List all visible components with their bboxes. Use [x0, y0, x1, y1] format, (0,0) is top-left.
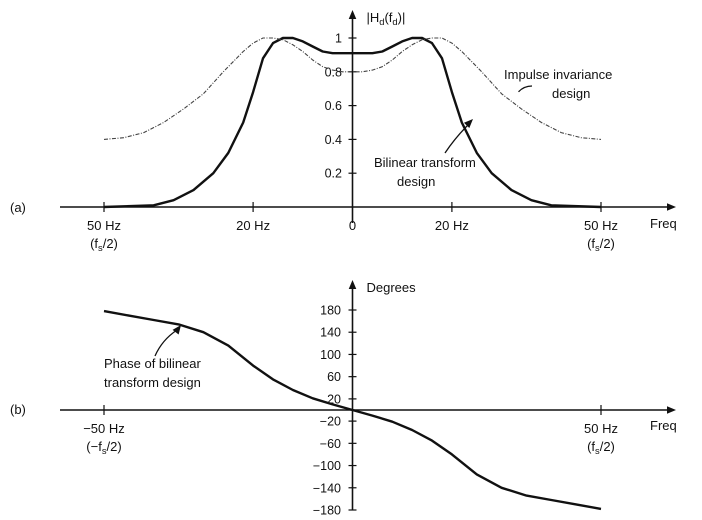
annotation-label: transform design	[104, 375, 201, 390]
y-tick-label: 0.8	[325, 65, 342, 79]
x-tick-sublabel: (fs​/2)	[587, 236, 615, 253]
y-tick-label: 0.2	[325, 167, 342, 181]
y-tick-label: 0.6	[325, 99, 342, 113]
y-axis-arrow-icon	[348, 280, 357, 289]
y-tick-label: −180	[313, 504, 341, 518]
x-tick-label: −50 Hz	[83, 421, 125, 436]
y-tick-label: 140	[320, 326, 341, 340]
annotation-pointer	[518, 85, 533, 93]
x-axis-arrow-icon	[667, 203, 676, 211]
annotation-label: Phase of bilinear	[104, 356, 202, 371]
annotation-arrow-icon	[463, 119, 473, 129]
series-line	[103, 36, 602, 209]
x-tick-label: 20 Hz	[435, 218, 469, 233]
y-axis-label: Degrees	[367, 280, 417, 295]
y-tick-label: −20	[320, 415, 341, 429]
annotation-label: Impulse invariance	[504, 67, 612, 82]
series-line	[103, 309, 602, 511]
annotation-label: Bilinear transform	[374, 155, 476, 170]
y-tick-label: 60	[327, 370, 341, 384]
x-axis-label: Freq	[650, 418, 677, 433]
x-tick-label: 50 Hz	[584, 218, 618, 233]
panel-label: (a)	[10, 200, 26, 215]
panel-label: (b)	[10, 402, 26, 417]
y-axis-label: |Hd​(fd​)|	[367, 10, 406, 27]
y-tick-label: −60	[320, 437, 341, 451]
x-tick-sublabel: (−fs​/2)	[86, 439, 121, 456]
annotation-pointer	[444, 124, 469, 154]
x-tick-label: 50 Hz	[87, 218, 121, 233]
x-tick-sublabel: (fs​/2)	[587, 439, 615, 456]
y-tick-label: 1	[335, 32, 342, 46]
y-tick-label: 180	[320, 304, 341, 318]
annotation-pointer	[154, 329, 178, 357]
x-tick-label: 50 Hz	[584, 421, 618, 436]
y-tick-label: −100	[313, 459, 341, 473]
x-tick-sublabel: (fs​/2)	[90, 236, 118, 253]
annotation-arrow-icon	[172, 325, 181, 335]
annotation-label: design	[552, 86, 590, 101]
y-axis-arrow-icon	[348, 10, 357, 19]
y-tick-label: −140	[313, 481, 341, 495]
x-axis-arrow-icon	[667, 406, 676, 414]
x-tick-label: 20 Hz	[236, 218, 270, 233]
annotation-label: design	[397, 174, 435, 189]
x-axis-label: Freq	[650, 216, 677, 231]
y-tick-label: 0.4	[325, 133, 342, 147]
y-tick-label: 100	[320, 348, 341, 362]
x-tick-label: 0	[349, 218, 356, 233]
